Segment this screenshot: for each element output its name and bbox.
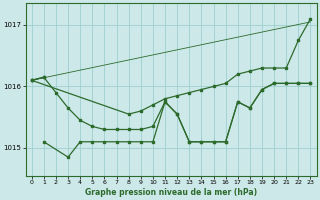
X-axis label: Graphe pression niveau de la mer (hPa): Graphe pression niveau de la mer (hPa) bbox=[85, 188, 257, 197]
